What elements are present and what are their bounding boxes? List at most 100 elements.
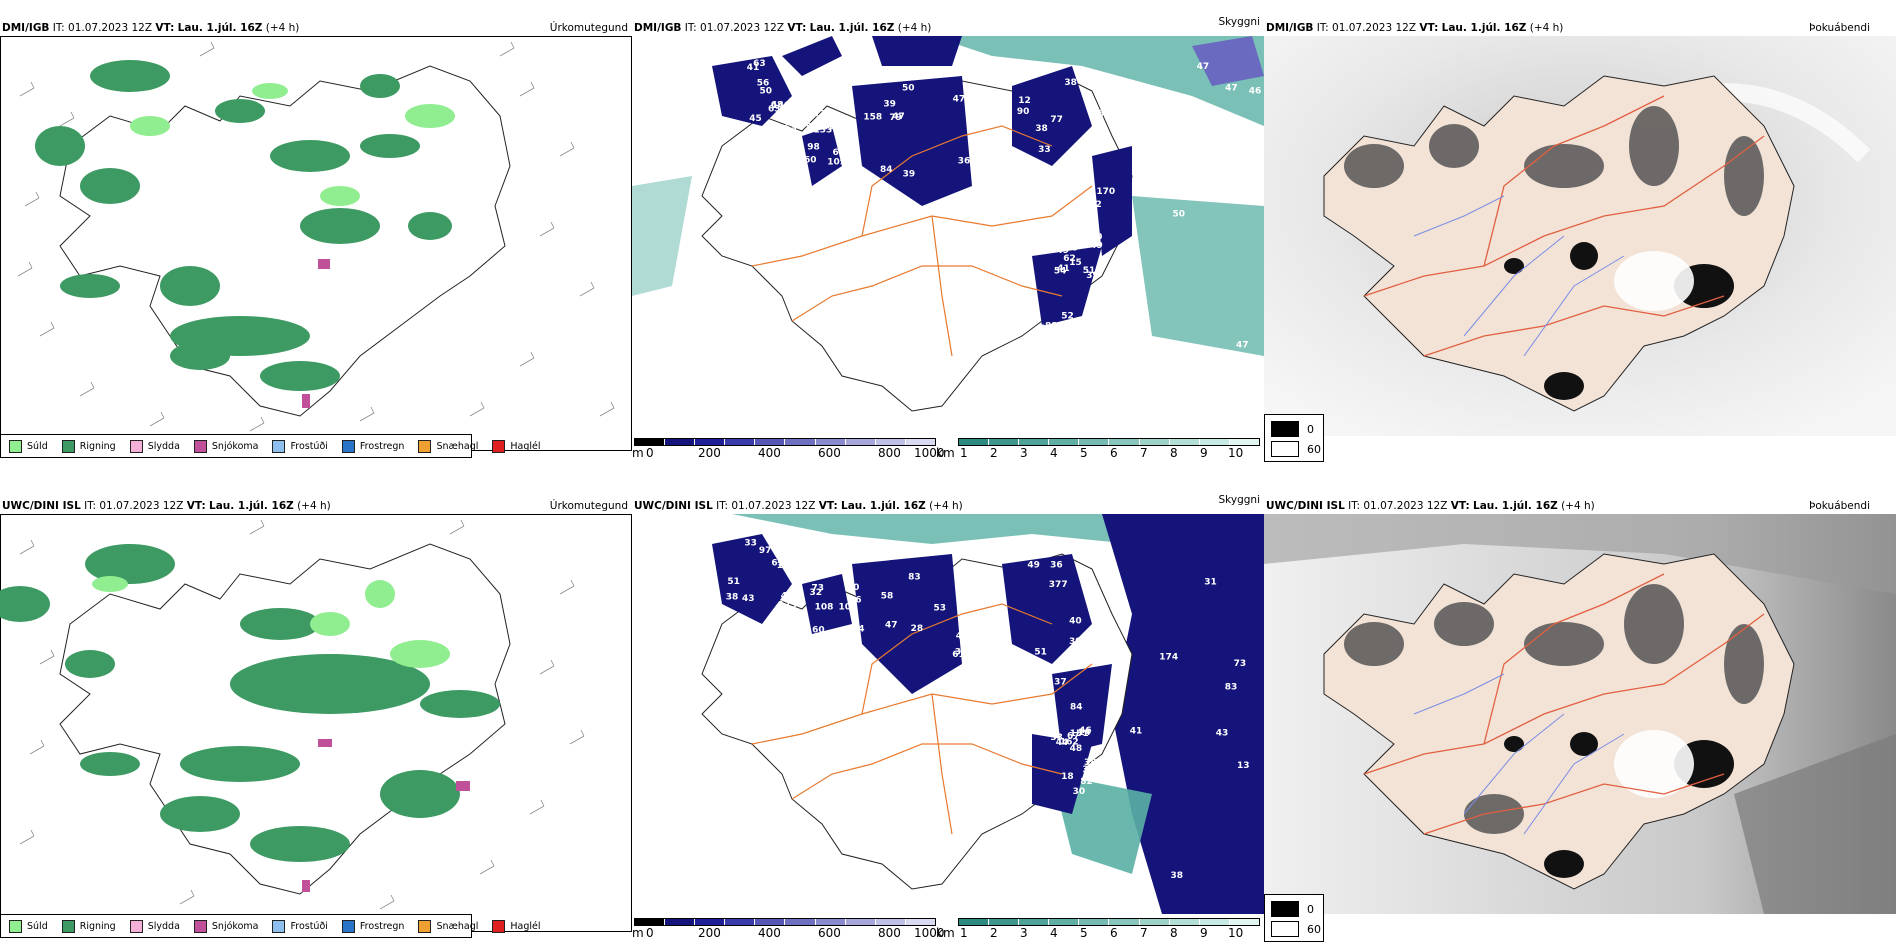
- visibility-value-label: 39: [1086, 271, 1099, 281]
- visibility-m-ticks-top: m 0 200 400 600 800 1000: [632, 446, 945, 462]
- cloud-map-top[interactable]: [1264, 36, 1896, 436]
- precip-title-top: Úrkomutegund: [549, 22, 628, 34]
- precip-panel-bottom: UWC/DINI ISL IT: 01.07.2023 12Z VT: Lau.…: [0, 494, 632, 944]
- km-tick: 8: [1170, 926, 1178, 940]
- visibility-value-label: 13: [1237, 761, 1250, 771]
- visibility-value-label: 50: [1173, 210, 1186, 220]
- visibility-value-label: 51: [1034, 648, 1047, 658]
- vt-label: VT:: [787, 22, 807, 34]
- vt-value: Lau. 1.júl. 16Z: [177, 22, 263, 34]
- legend-swatch: [272, 439, 286, 453]
- visibility-value-label: 58: [881, 592, 894, 602]
- snow-areas: [302, 739, 470, 892]
- it-value: 01.07.2023 12Z: [1332, 22, 1417, 34]
- visibility-value-label: 18: [1061, 772, 1074, 782]
- visibility-value-label: 73: [1234, 659, 1247, 669]
- visibility-value-label: 174: [1159, 652, 1178, 662]
- colorbar-segment: [1019, 919, 1050, 925]
- visibility-value-label: 56: [757, 79, 770, 89]
- visibility-value-label: 41: [1130, 727, 1143, 737]
- visibility-title-top: Skyggni: [1218, 16, 1261, 28]
- vt-value: Lau. 1.júl. 16Z: [209, 500, 294, 512]
- visibility-value-label: 162: [1060, 737, 1079, 747]
- it-label: IT:: [716, 500, 729, 512]
- it-label: IT:: [1348, 500, 1361, 512]
- visibility-value-label: 44: [1056, 738, 1069, 748]
- visibility-value-label: 33: [744, 538, 757, 548]
- cloud-map-bottom[interactable]: [1264, 514, 1896, 914]
- it-value: 01.07.2023 12Z: [99, 500, 184, 512]
- visibility-value-label: 54: [852, 625, 865, 635]
- model-name: UWC/DINI ISL: [1266, 500, 1345, 512]
- legend-item: Rigning: [61, 439, 116, 453]
- legend-item: Snjókoma: [193, 439, 258, 453]
- visibility-value-label: 377: [1049, 580, 1068, 590]
- cloud-legend-label: 0: [1307, 902, 1314, 916]
- model-name: DMI/IGB: [2, 22, 50, 34]
- km-tick: 10: [1228, 926, 1244, 940]
- visibility-value-label: 39: [903, 170, 916, 180]
- colorbar-segment: [815, 919, 846, 925]
- cloud-legend-swatch: [1271, 441, 1299, 457]
- km-tick: 7: [1140, 926, 1148, 940]
- visibility-value-label: 79: [889, 113, 902, 123]
- visibility-value-label: 45: [749, 114, 762, 124]
- legend-swatch: [492, 439, 506, 453]
- visibility-value-label: 108: [815, 603, 834, 613]
- forecast-offset: (+4 h): [929, 500, 963, 512]
- visibility-value-label: 47: [892, 112, 905, 122]
- m-tick: 200: [698, 926, 721, 940]
- m-tick: 600: [818, 446, 841, 460]
- precip-map-bottom[interactable]: [0, 514, 632, 932]
- legend-label: Rigning: [79, 440, 116, 452]
- visibility-map-top[interactable]: 63 50473862564556984742624152149237505640…: [632, 36, 1264, 436]
- colorbar-segment: [875, 439, 906, 445]
- cloud-legend-row: 0: [1271, 421, 1314, 437]
- colorbar-segment: [1049, 919, 1080, 925]
- cloud-panel-bottom: UWC/DINI ISL IT: 01.07.2023 12Z VT: Lau.…: [1264, 494, 1900, 944]
- legend-label: Frostregn: [359, 440, 405, 452]
- visibility-value-label: 109: [827, 157, 846, 167]
- km-unit: km: [936, 446, 955, 460]
- visibility-value-label: 47: [1225, 83, 1238, 93]
- m-tick: 400: [758, 926, 781, 940]
- visibility-value-label: 41: [1057, 264, 1070, 274]
- visibility-value-label: 84: [880, 165, 893, 175]
- visibility-value-label: 56: [1039, 324, 1052, 334]
- legend-swatch: [61, 439, 75, 453]
- snow-areas: [302, 259, 330, 408]
- legend-label: Snæhagl: [436, 440, 479, 452]
- legend-item: Frostregn: [341, 439, 405, 453]
- colorbar-segment: [1229, 439, 1259, 445]
- visibility-value-label: 47: [956, 632, 969, 642]
- visibility-value-label: 61: [832, 633, 845, 643]
- colorbar-segment: [989, 919, 1020, 925]
- visibility-value-label: 63: [768, 104, 781, 114]
- colorbar-segment: [1199, 439, 1230, 445]
- legend-swatch: [61, 919, 75, 933]
- colorbar-segment: [1109, 439, 1140, 445]
- colorbar-segment: [1079, 439, 1110, 445]
- legend-swatch: [341, 919, 355, 933]
- visibility-value-label: 40: [1081, 323, 1094, 333]
- visibility-value-label: 36: [1050, 561, 1063, 571]
- m-unit: m: [632, 446, 644, 460]
- vt-label: VT:: [1450, 500, 1470, 512]
- km-tick: 8: [1170, 446, 1178, 460]
- legend-item: Snjókoma: [193, 919, 258, 933]
- model-name: DMI/IGB: [634, 22, 682, 34]
- vt-value: Lau. 1.júl. 16Z: [809, 22, 895, 34]
- model-name: UWC/DINI ISL: [634, 500, 713, 512]
- roads: [751, 125, 1093, 357]
- visibility-value-label: 38: [1171, 871, 1184, 881]
- colorbar-segment: [845, 439, 876, 445]
- precip-panel-top: DMI/IGB IT: 01.07.2023 12Z VT: Lau. 1.jú…: [0, 14, 632, 464]
- precip-map-top[interactable]: [0, 36, 632, 451]
- forecast-offset: (+4 h): [265, 22, 300, 34]
- visibility-value-label: 32: [810, 588, 823, 598]
- vt-label: VT:: [155, 22, 175, 34]
- visibility-value-label: 38: [1084, 758, 1097, 768]
- colorbar-segment: [1199, 919, 1230, 925]
- legend-swatch: [129, 439, 143, 453]
